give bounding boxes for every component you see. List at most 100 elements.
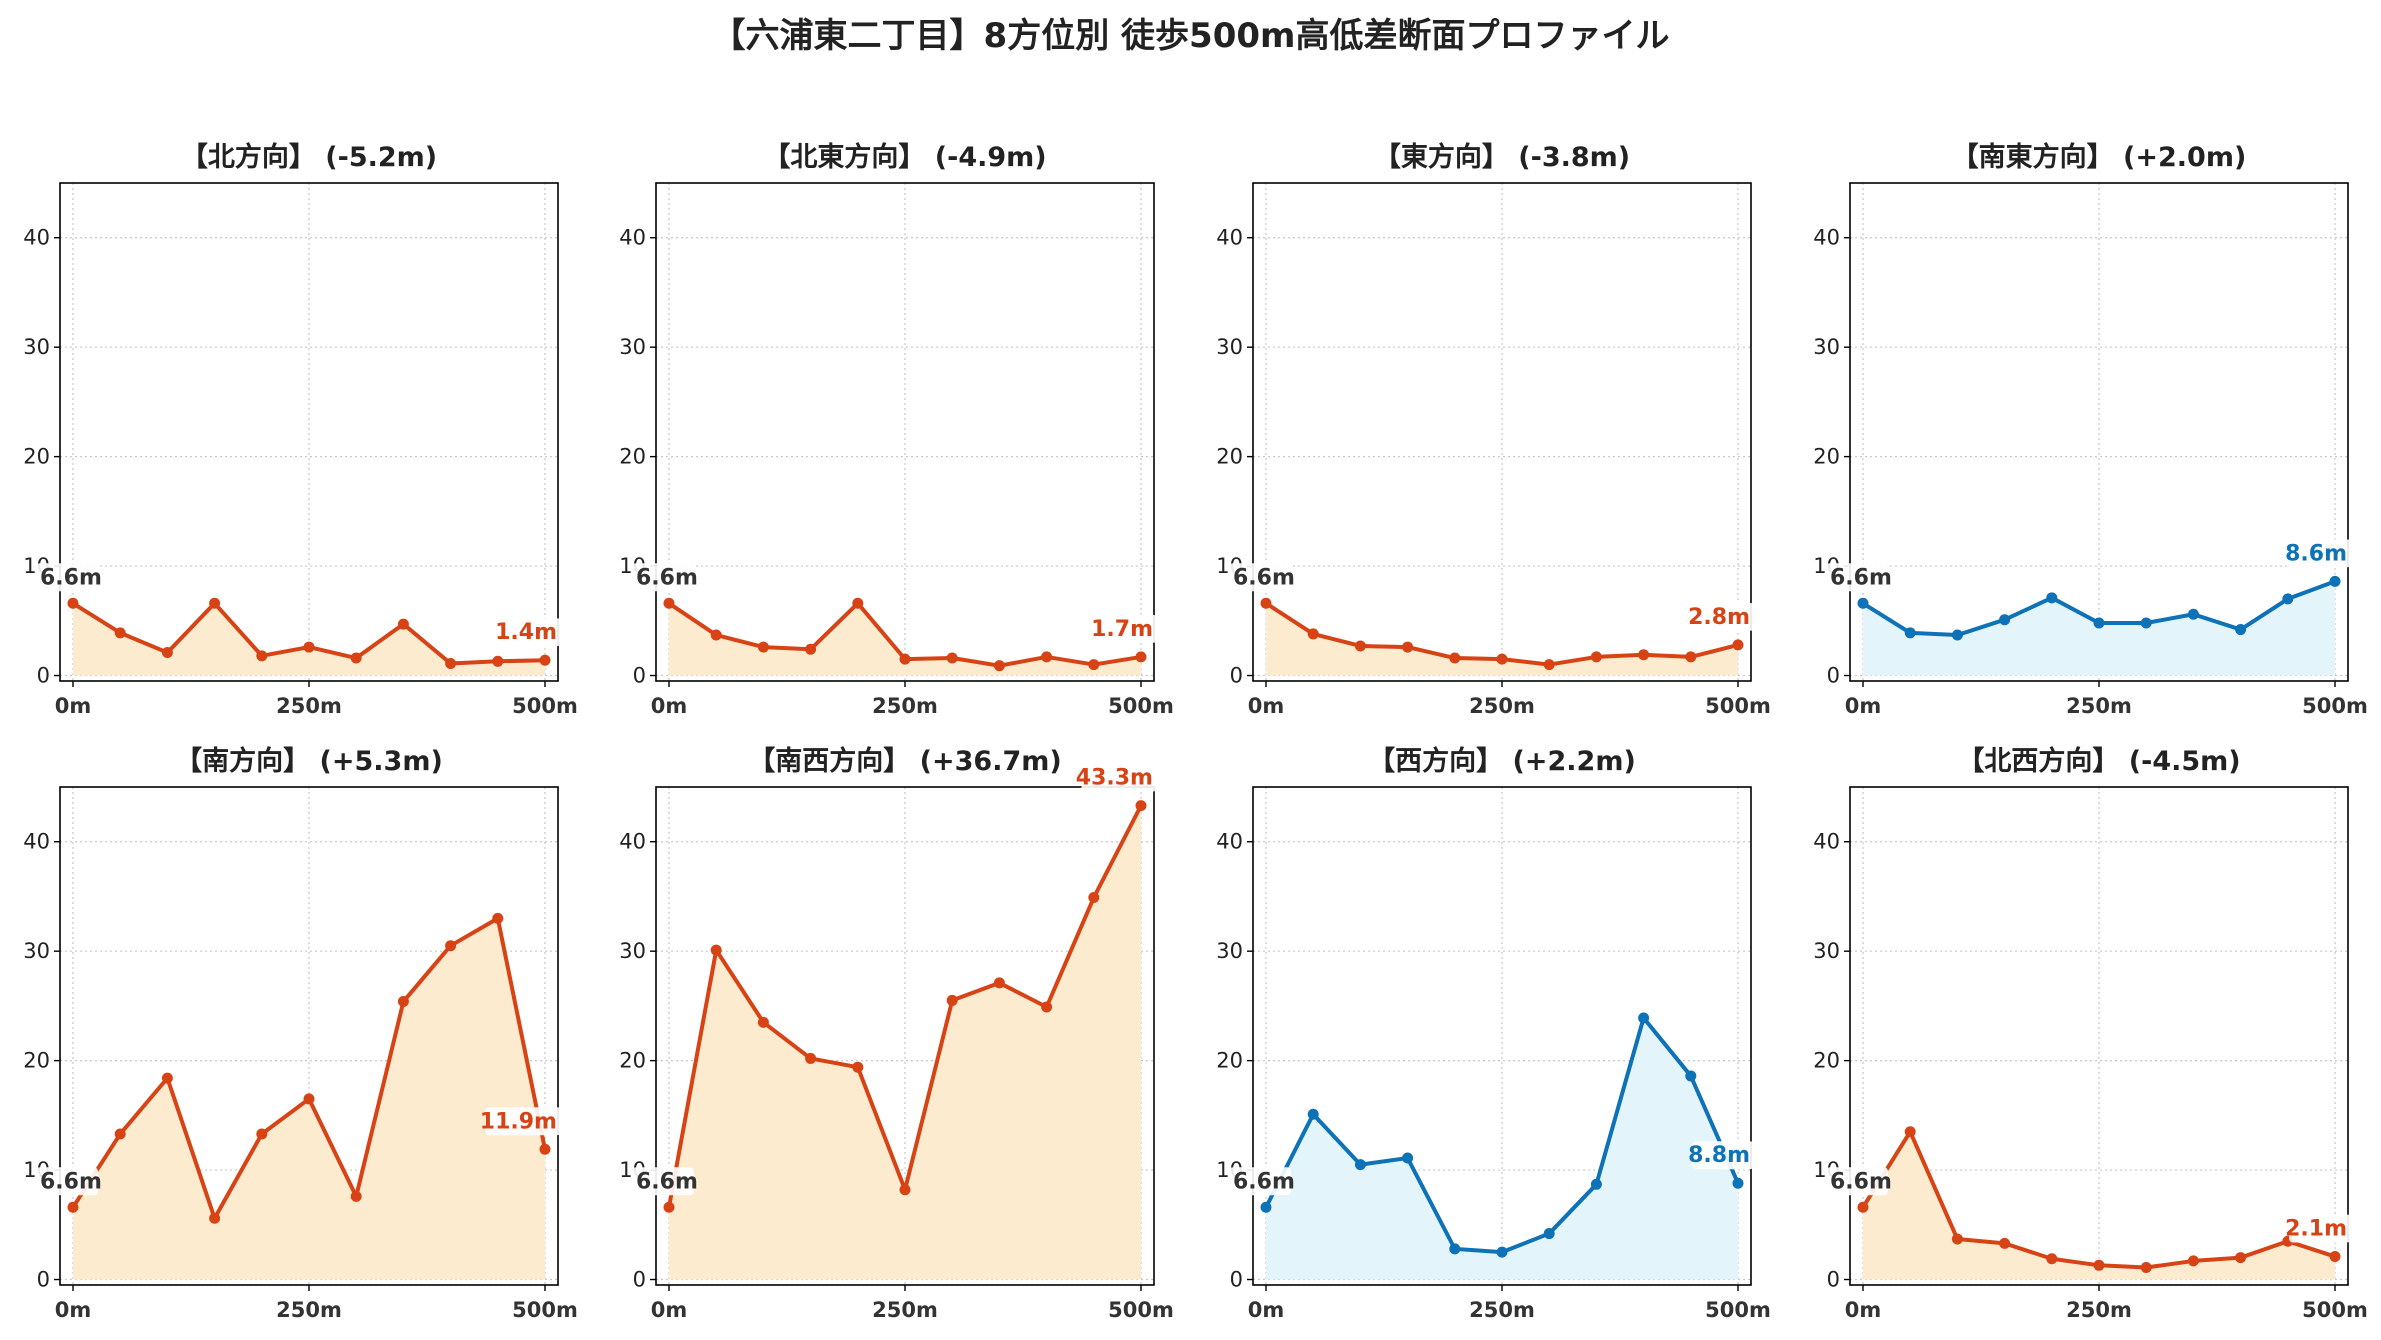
data-point [946,652,958,664]
data-point [2235,1252,2247,1264]
data-point [67,597,79,609]
x-tick-label: 0m [651,694,688,718]
y-tick-label: 40 [1216,226,1243,250]
x-tick-label: 500m [1108,694,1174,718]
chart-panel-7: 【西方向】 (+2.2m)0102030400m250m500m6.6m8.8m [1216,745,1771,1322]
x-tick-label: 0m [1845,694,1882,718]
end-label-box [1081,763,1157,792]
end-value-label: 2.1m [2285,1217,2347,1242]
y-tick-label: 30 [23,335,50,359]
data-point [256,1128,268,1140]
data-point [2093,617,2105,629]
start-label-box [1826,1167,1888,1196]
y-tick-label: 20 [1813,445,1840,469]
data-point [161,647,173,659]
y-tick-label: 0 [1827,1268,1840,1292]
data-point [2329,575,2341,587]
y-tick-label: 40 [619,830,646,854]
data-point [397,996,409,1008]
data-point [256,650,268,662]
data-point [1496,1246,1508,1258]
start-label-box [1826,563,1888,592]
chart-panel-6: 【南西方向】 (+36.7m)0102030400m250m500m6.6m43… [619,745,1174,1322]
data-point [993,660,1005,672]
data-point [67,1201,79,1213]
y-tick-label: 40 [1813,830,1840,854]
data-point [209,597,221,609]
y-tick-label: 30 [1216,335,1243,359]
data-point [1951,1233,1963,1245]
start-value-label: 6.6m [40,1169,102,1194]
panel-title: 【南西方向】 (+36.7m) [748,745,1061,777]
data-point [2282,593,2294,605]
x-tick-label: 500m [2302,694,2368,718]
data-point [1857,597,1869,609]
start-label-box [632,563,694,592]
data-point [2046,592,2058,604]
axes-frame [59,182,559,682]
start-value-label: 6.6m [40,565,102,590]
y-tick-label: 30 [1813,939,1840,963]
x-tick-label: 250m [872,1298,938,1322]
data-point [1543,1228,1555,1240]
x-tick-label: 250m [2066,1298,2132,1322]
data-point [805,643,817,655]
data-point [2093,1259,2105,1271]
start-label-box [1229,1167,1291,1196]
y-tick-label: 40 [23,830,50,854]
x-tick-label: 250m [1469,694,1535,718]
y-tick-label: 30 [619,335,646,359]
x-tick-label: 250m [1469,1298,1535,1322]
y-tick-label: 20 [1216,1049,1243,1073]
data-point [2140,617,2152,629]
start-value-label: 6.6m [1830,1169,1892,1194]
area-fill [73,603,545,676]
chart-panel-5: 【南方向】 (+5.3m)0102030400m250m500m6.6m11.9… [23,745,578,1322]
y-tick-label: 40 [23,226,50,250]
data-point [899,653,911,665]
y-tick-label: 40 [1216,830,1243,854]
data-point [492,912,504,924]
y-tick-label: 0 [1230,1268,1243,1292]
y-tick-label: 20 [23,1049,50,1073]
data-point [1135,800,1147,812]
chart-panel-8: 【北西方向】 (-4.5m)0102030400m250m500m6.6m2.1… [1813,745,2368,1322]
data-point [663,597,675,609]
data-point [350,1190,362,1202]
data-point [1732,639,1744,651]
area-fill [669,603,1141,676]
x-tick-label: 250m [2066,694,2132,718]
y-tick-label: 30 [1813,335,1840,359]
data-point [1951,629,1963,641]
data-point [114,627,126,639]
end-label-box [499,618,561,647]
end-value-label: 8.6m [2285,541,2347,566]
chart-panel-2: 【北東方向】 (-4.9m)0102030400m250m500m6.6m1.7… [619,141,1174,718]
data-point [993,977,1005,989]
data-point [350,652,362,664]
data-point [852,597,864,609]
data-point [1402,1152,1414,1164]
data-point [805,1052,817,1064]
y-tick-label: 0 [633,664,646,688]
x-tick-label: 500m [512,1298,578,1322]
data-point [757,641,769,653]
data-point [852,1061,864,1073]
y-tick-label: 30 [23,939,50,963]
x-tick-label: 500m [512,694,578,718]
y-tick-label: 20 [619,1049,646,1073]
chart-panel-3: 【東方向】 (-3.8m)0102030400m250m500m6.6m2.8m [1216,141,1771,718]
data-point [209,1212,221,1224]
data-point [1088,659,1100,671]
data-point [1543,659,1555,671]
x-tick-label: 500m [1108,1298,1174,1322]
data-point [1638,1012,1650,1024]
panel-title: 【西方向】 (+2.2m) [1368,745,1636,777]
data-point [539,1143,551,1155]
data-point [946,994,958,1006]
data-point [1685,651,1697,663]
end-label-box [2289,1214,2351,1243]
start-label-box [1229,563,1291,592]
data-point [114,1128,126,1140]
end-value-label: 43.3m [1076,766,1153,791]
